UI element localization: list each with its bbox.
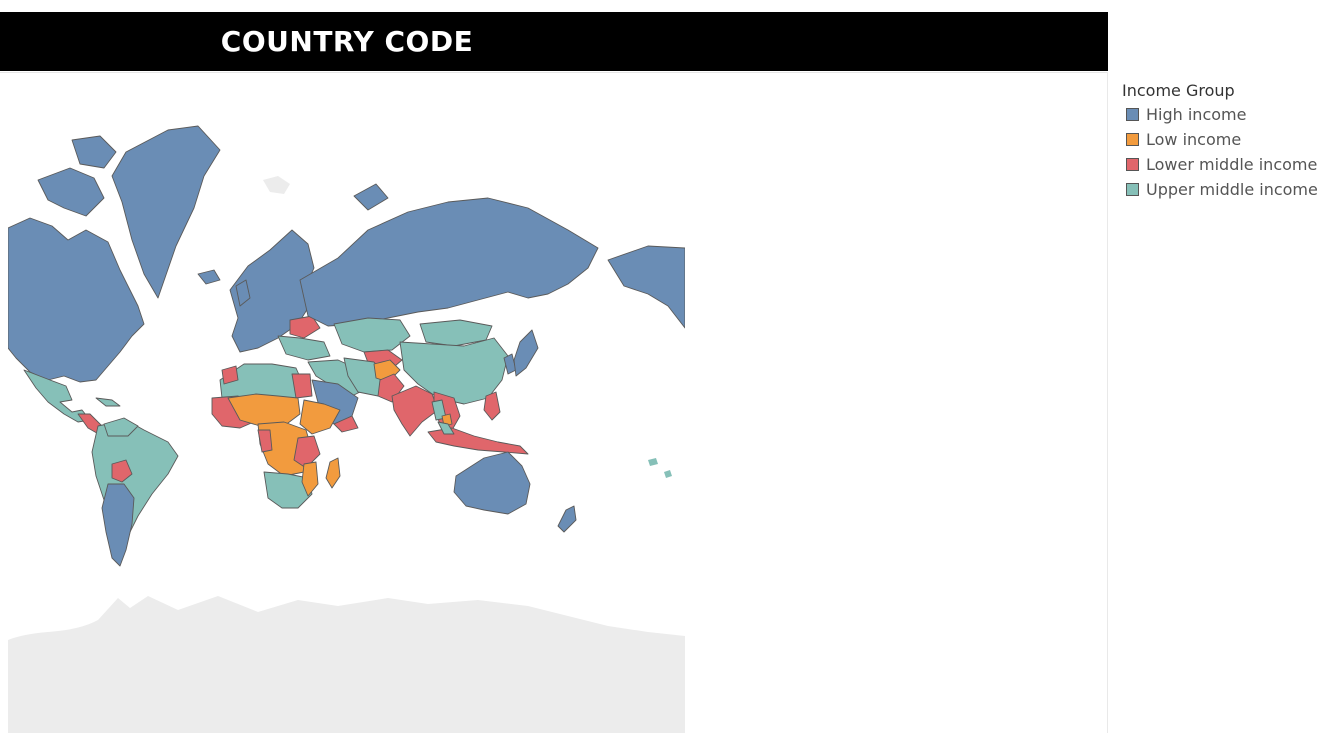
- region-madagascar: [325, 457, 341, 489]
- region-north-america: [8, 217, 145, 383]
- legend-swatch-upper-middle-income: [1126, 183, 1139, 196]
- legend-swatch-high-income: [1126, 108, 1139, 121]
- region-svalbard: [263, 176, 290, 194]
- world-map[interactable]: [8, 80, 685, 733]
- region-russia: [299, 197, 599, 327]
- region-pacific-islands: [648, 458, 672, 478]
- region-alaska-east: [607, 245, 685, 329]
- region-japan: [513, 329, 539, 377]
- legend-swatch-lower-middle-income: [1126, 158, 1139, 171]
- legend-label: High income: [1146, 105, 1247, 124]
- legend-swatch-low-income: [1126, 133, 1139, 146]
- region-canada-islands-2: [71, 135, 117, 169]
- region-greenland: [111, 125, 221, 299]
- region-yemen: [333, 415, 359, 433]
- region-australia: [453, 451, 531, 515]
- region-china: [399, 337, 509, 405]
- legend-item-high-income[interactable]: High income: [1122, 102, 1327, 127]
- region-south-america: [91, 419, 179, 551]
- region-morocco: [221, 365, 239, 385]
- region-russia-islands: [353, 183, 389, 211]
- region-southern-africa: [263, 471, 313, 509]
- region-indonesia: [427, 427, 529, 455]
- region-uk: [235, 279, 251, 307]
- region-mexico: [23, 369, 91, 423]
- legend-title: Income Group: [1122, 81, 1235, 100]
- legend-label: Lower middle income: [1146, 155, 1318, 174]
- region-chile-argentina: [101, 483, 135, 567]
- region-venezuela-colombia: [103, 417, 139, 437]
- region-kazakhstan: [333, 317, 411, 353]
- region-new-zealand: [557, 505, 577, 533]
- region-antarctica: [8, 596, 685, 733]
- title-divider: [0, 72, 1108, 73]
- region-iceland: [197, 269, 221, 285]
- region-caribbean: [95, 397, 121, 407]
- legend-divider: [1107, 72, 1108, 733]
- dashboard-title-bar: COUNTRY CODE: [0, 12, 1108, 71]
- region-egypt: [291, 373, 313, 399]
- region-mozambique: [301, 461, 319, 497]
- world-map-svg: [8, 125, 685, 733]
- page-title: COUNTRY CODE: [220, 25, 474, 58]
- region-horn: [299, 399, 341, 435]
- income-group-legend[interactable]: Income Group High income Low income Lowe…: [1122, 80, 1327, 202]
- region-canada-islands: [37, 167, 105, 217]
- legend-item-upper-middle-income[interactable]: Upper middle income: [1122, 177, 1327, 202]
- region-malaysia: [437, 421, 455, 435]
- region-kenya-tanzania: [293, 435, 321, 469]
- region-india: [391, 385, 439, 437]
- region-sahel: [227, 393, 301, 427]
- region-bolivia: [111, 459, 133, 483]
- legend-item-low-income[interactable]: Low income: [1122, 127, 1327, 152]
- legend-label: Upper middle income: [1146, 180, 1318, 199]
- region-balkans-turkey: [277, 335, 331, 361]
- legend-label: Low income: [1146, 130, 1242, 149]
- region-congo-west: [257, 429, 273, 453]
- legend-item-lower-middle-income[interactable]: Lower middle income: [1122, 152, 1327, 177]
- region-philippines: [483, 391, 501, 421]
